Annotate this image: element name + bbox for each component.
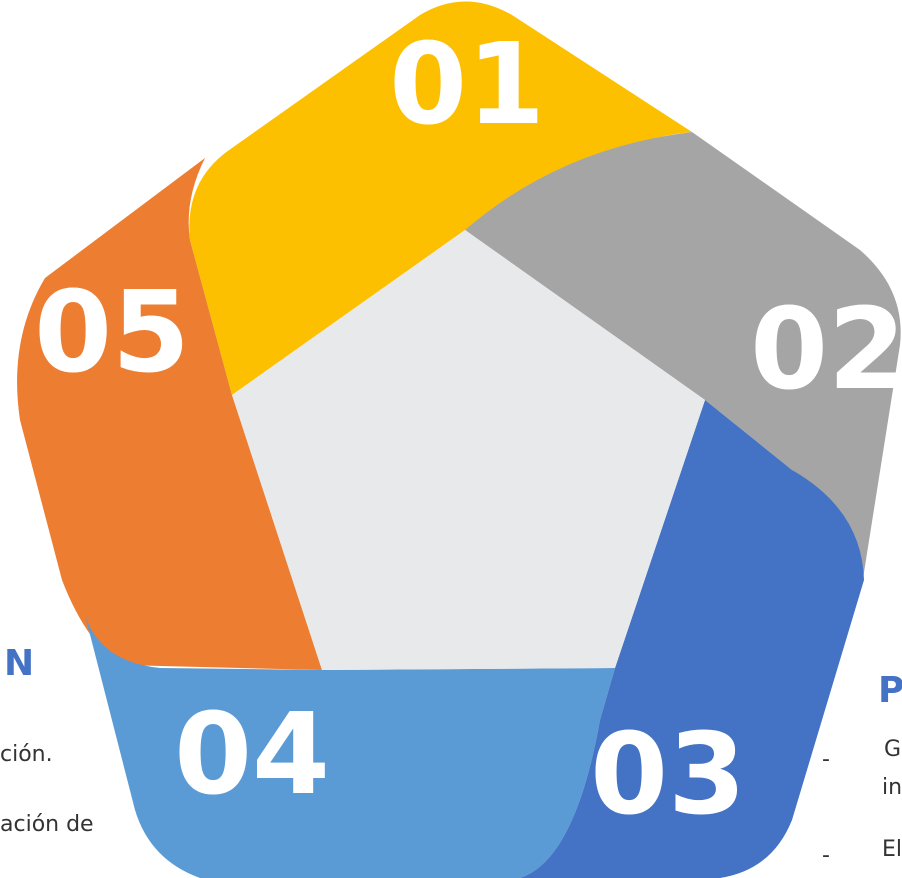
right-line: El bbox=[882, 837, 902, 862]
segment-02 bbox=[465, 132, 901, 585]
left-heading: N bbox=[4, 643, 34, 684]
right-line: G bbox=[884, 737, 901, 762]
segment-number: 04 bbox=[174, 690, 330, 820]
right-line: in bbox=[882, 775, 902, 800]
bullet: - bbox=[822, 747, 830, 772]
segment-number: 05 bbox=[34, 268, 190, 398]
center-pentagon bbox=[232, 230, 705, 670]
segment-05 bbox=[17, 158, 323, 670]
segment-number: 03 bbox=[590, 710, 746, 840]
segment-number: 01 bbox=[389, 20, 545, 150]
segment-number: 02 bbox=[750, 285, 902, 415]
bullet: - bbox=[822, 843, 830, 868]
segment-03 bbox=[520, 400, 864, 878]
segment-01 bbox=[189, 1, 693, 395]
segment-04 bbox=[85, 615, 615, 878]
right-heading: P bbox=[878, 670, 902, 711]
left-line: ación de bbox=[0, 812, 94, 837]
left-line: ción. bbox=[0, 742, 53, 767]
